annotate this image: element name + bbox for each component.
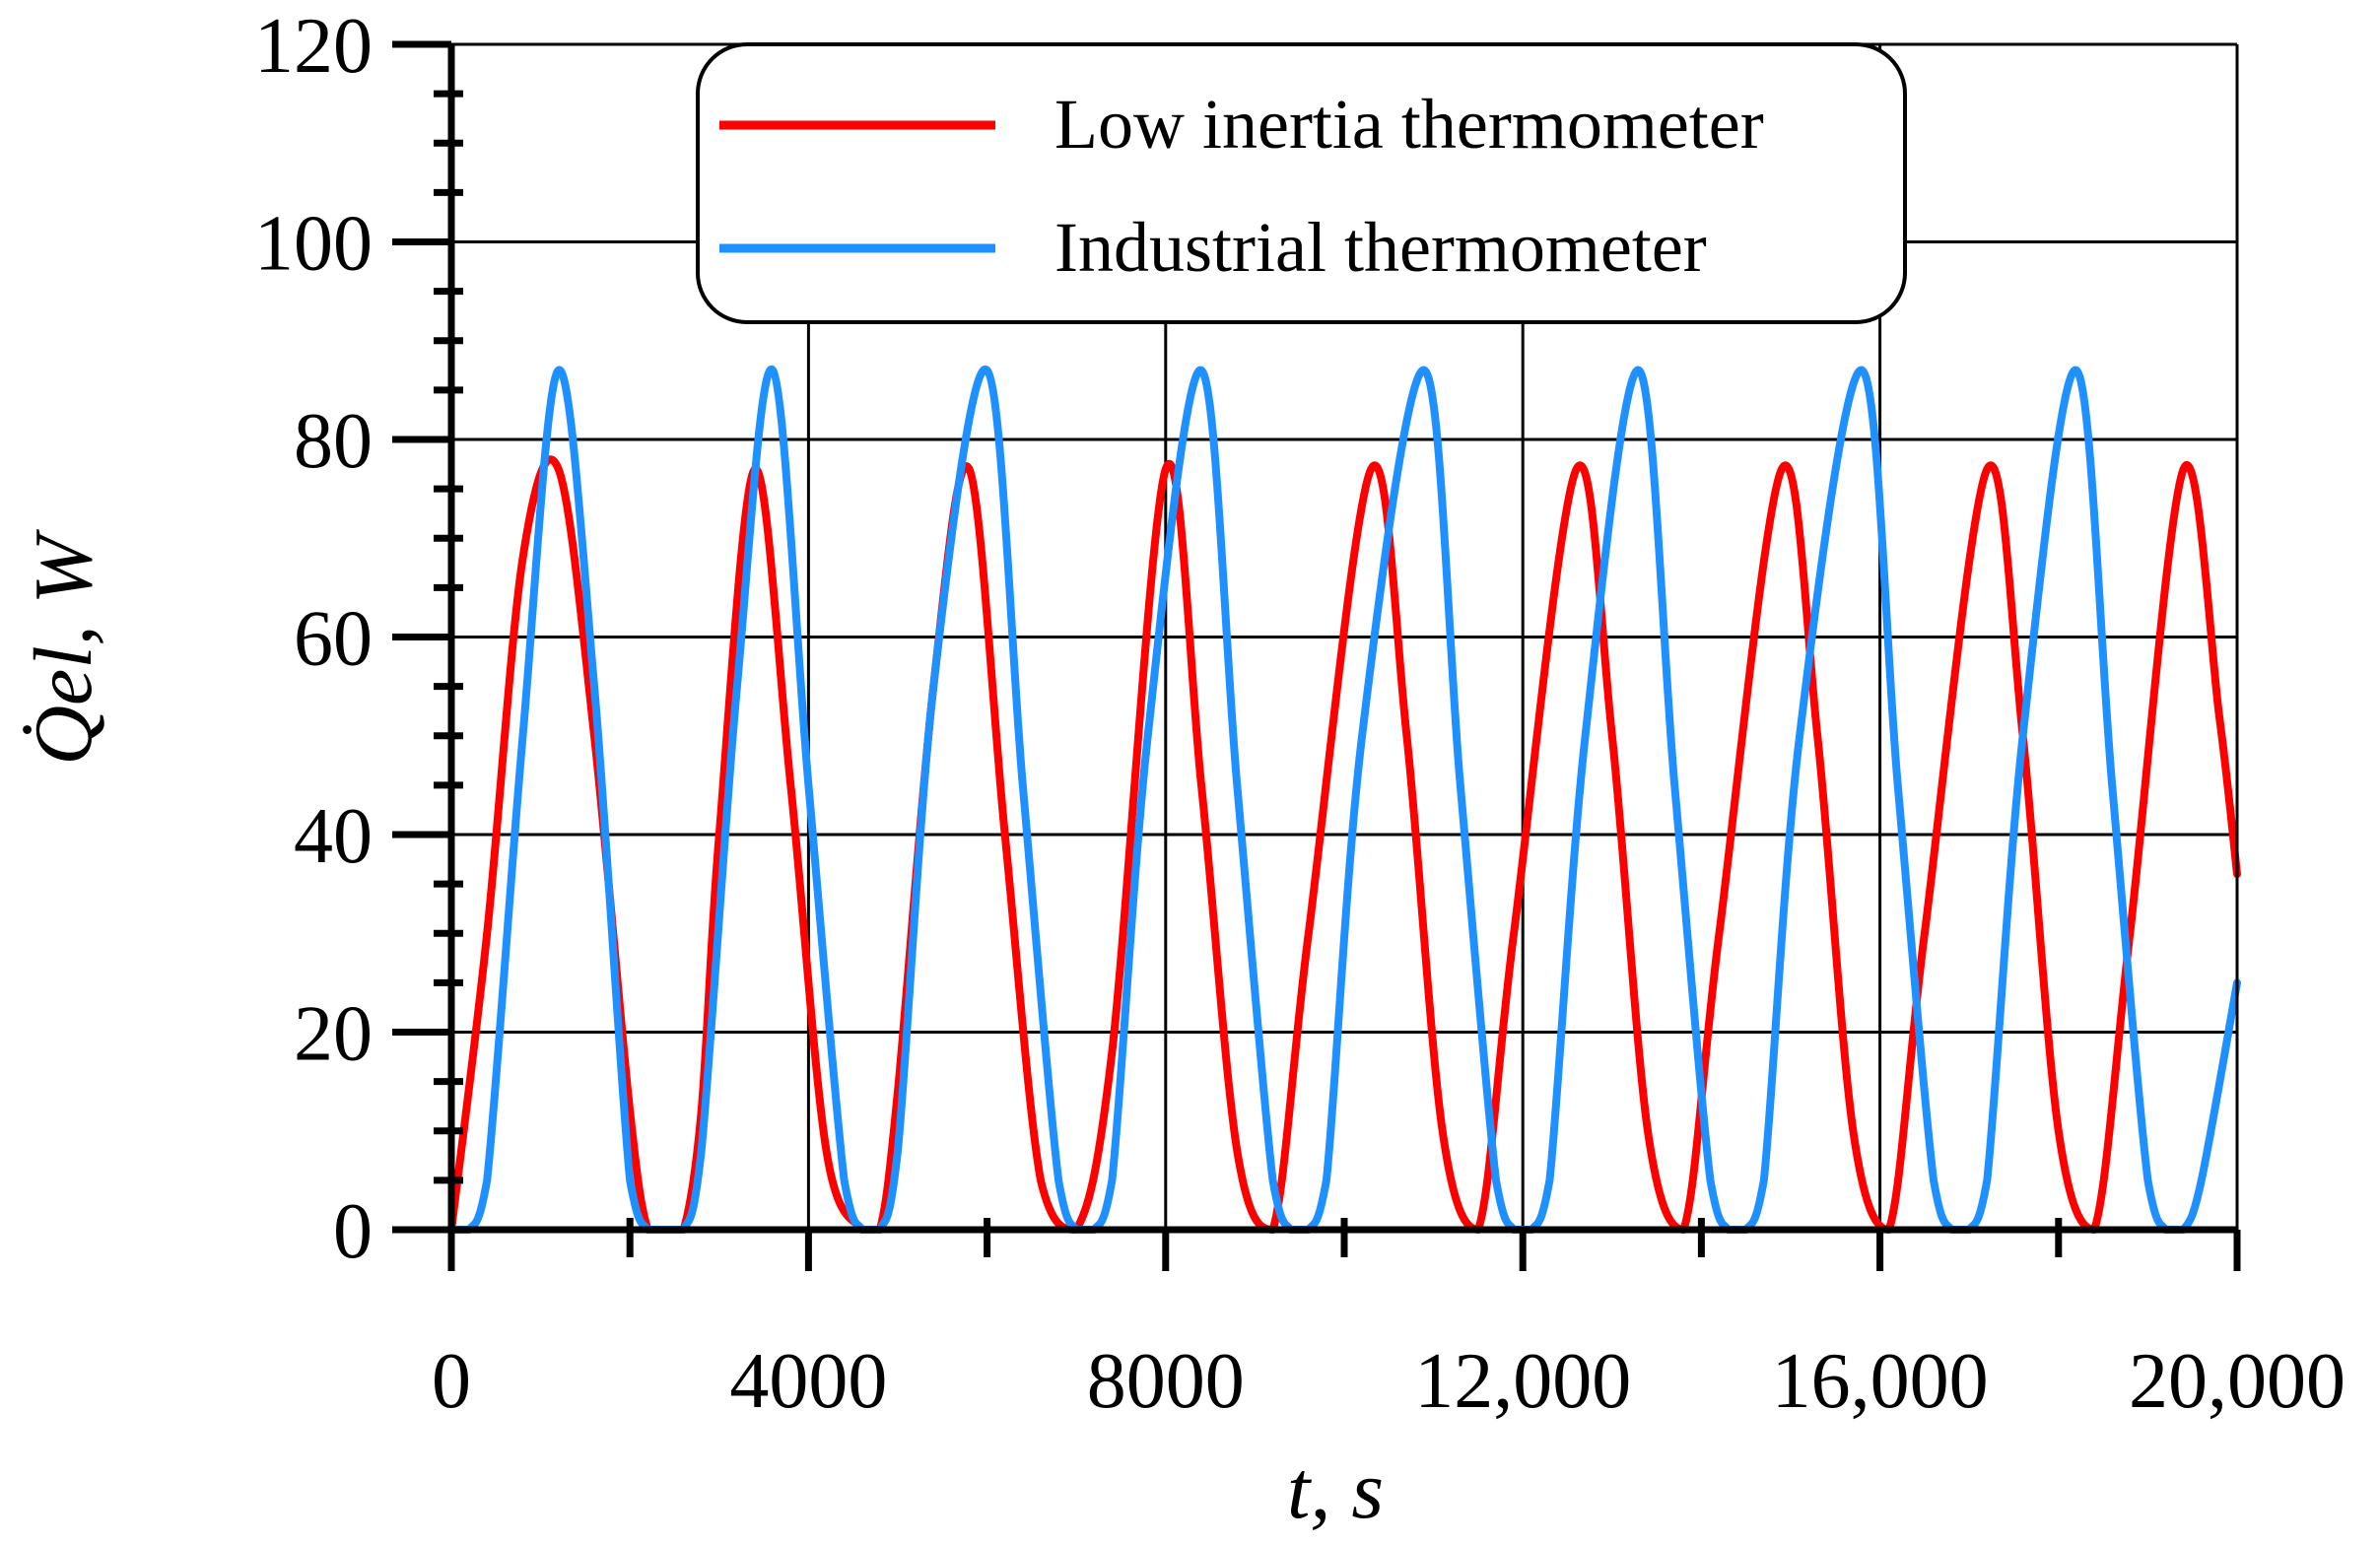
x-tick-label: 8000 <box>1087 1338 1245 1425</box>
y-axis-label: Q̇el, W <box>18 528 109 765</box>
x-tick-label: 0 <box>432 1338 471 1425</box>
series-line-low-inertia <box>447 455 2241 1234</box>
series-line-industrial <box>447 365 2241 1234</box>
y-tick-label: 100 <box>254 201 373 288</box>
x-tick-label: 20,000 <box>2129 1338 2346 1425</box>
legend: Low inertia thermometer Industrial therm… <box>696 42 1907 324</box>
tick-labels: 0 20 40 60 80 100 120 0 4000 8000 12,000 16,000 20,0… <box>254 3 2346 1425</box>
y-tick-label: 60 <box>294 596 373 683</box>
y-tick-label: 0 <box>333 1188 373 1275</box>
x-tick-label: 16,000 <box>1772 1338 1989 1425</box>
legend-box <box>696 42 1907 324</box>
y-tick-label: 40 <box>294 793 373 880</box>
legend-label-industrial: Industrial thermometer <box>1054 208 1707 287</box>
y-tick-label: 20 <box>294 991 373 1078</box>
x-tick-label: 12,000 <box>1414 1338 1631 1425</box>
y-tick-label: 80 <box>294 398 373 485</box>
axes <box>392 40 2241 1271</box>
y-tick-label: 120 <box>254 3 373 90</box>
x-tick-label: 4000 <box>729 1338 887 1425</box>
legend-label-low-inertia: Low inertia thermometer <box>1054 85 1764 164</box>
x-axis-label: t, s <box>1287 1444 1384 1536</box>
series-lines <box>447 365 2241 1234</box>
